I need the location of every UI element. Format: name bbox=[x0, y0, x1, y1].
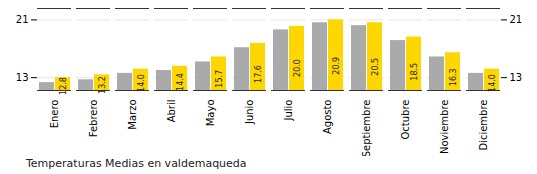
svg-text:Abril: Abril bbox=[166, 100, 177, 123]
svg-text:Junio: Junio bbox=[244, 100, 255, 126]
svg-text:20.5: 20.5 bbox=[371, 58, 380, 76]
svg-text:18.5: 18.5 bbox=[410, 63, 419, 81]
svg-text:13: 13 bbox=[16, 72, 29, 83]
svg-text:14.0: 14.0 bbox=[488, 74, 497, 92]
html-text:Temperaturas Medias en valdema: Temperaturas Medias en valdemaqueda bbox=[26, 157, 247, 170]
svg-text:14.4: 14.4 bbox=[176, 73, 185, 91]
svg-text:21: 21 bbox=[510, 14, 523, 25]
svg-text:Octubre: Octubre bbox=[400, 100, 411, 140]
svg-text:Febrero: Febrero bbox=[88, 100, 99, 138]
svg-text:Noviembre: Noviembre bbox=[439, 100, 450, 155]
svg-text:Septiembre: Septiembre bbox=[361, 100, 372, 157]
svg-text:Enero: Enero bbox=[49, 100, 60, 129]
svg-text:13.2: 13.2 bbox=[98, 76, 107, 94]
svg-text:12.8: 12.8 bbox=[59, 77, 68, 95]
svg-text:Mayo: Mayo bbox=[205, 100, 216, 127]
svg-text:14.0: 14.0 bbox=[137, 74, 146, 92]
svg-text:17.6: 17.6 bbox=[254, 65, 263, 83]
svg-text:Agosto: Agosto bbox=[322, 100, 333, 135]
svg-text:20.9: 20.9 bbox=[332, 57, 341, 75]
svg-text:Julio: Julio bbox=[283, 100, 294, 122]
svg-text:13: 13 bbox=[510, 72, 523, 83]
svg-text:21: 21 bbox=[16, 14, 29, 25]
svg-text:15.7: 15.7 bbox=[215, 70, 224, 88]
svg-text:16.3: 16.3 bbox=[449, 68, 458, 86]
svg-text:20.0: 20.0 bbox=[293, 59, 302, 77]
svg-text:Marzo: Marzo bbox=[127, 100, 138, 130]
svg-text:Diciembre: Diciembre bbox=[478, 100, 489, 151]
